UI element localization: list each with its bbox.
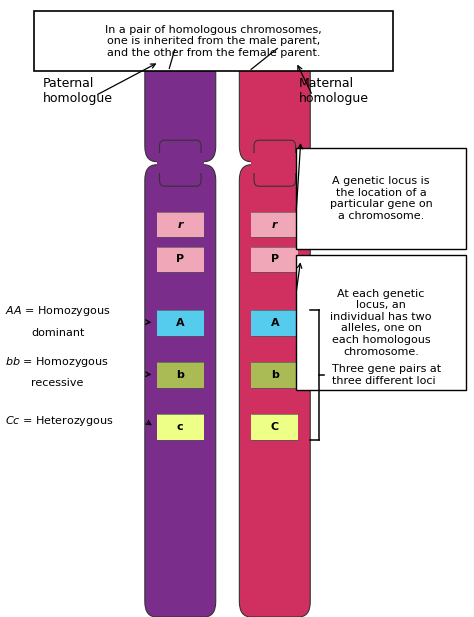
Text: C: C	[271, 422, 279, 432]
Bar	[156, 153, 204, 173]
Text: In a pair of homologous chromosomes,
one is inherited from the male parent,
and : In a pair of homologous chromosomes, one…	[105, 25, 322, 58]
Bar	[251, 310, 299, 336]
FancyBboxPatch shape	[34, 11, 393, 71]
Bar	[251, 362, 299, 387]
Text: P: P	[176, 254, 184, 265]
Text: P: P	[271, 254, 279, 265]
FancyBboxPatch shape	[254, 140, 296, 186]
Text: r: r	[178, 220, 183, 230]
Bar	[251, 153, 299, 173]
Bar	[156, 247, 204, 272]
Text: At each genetic
locus, an
individual has two
alleles, one on
each homologous
chr: At each genetic locus, an individual has…	[330, 289, 432, 357]
Text: Maternal
homologue: Maternal homologue	[299, 77, 368, 106]
FancyBboxPatch shape	[296, 148, 466, 249]
Text: $\mathit{bb}$ = Homozygous: $\mathit{bb}$ = Homozygous	[5, 355, 109, 368]
Text: Paternal
homologue: Paternal homologue	[43, 77, 113, 106]
Text: A: A	[176, 318, 184, 328]
Text: A genetic locus is
the location of a
particular gene on
a chromosome.: A genetic locus is the location of a par…	[330, 176, 432, 221]
FancyBboxPatch shape	[239, 28, 310, 162]
Text: $\mathit{Cc}$ = Heterozygous: $\mathit{Cc}$ = Heterozygous	[5, 414, 114, 428]
Bar	[156, 310, 204, 336]
Text: recessive: recessive	[31, 378, 84, 389]
Bar	[251, 212, 299, 238]
Bar	[251, 247, 299, 272]
Text: r: r	[272, 220, 278, 230]
Text: A: A	[271, 318, 279, 328]
Bar	[156, 362, 204, 387]
Text: b: b	[271, 370, 279, 380]
Bar	[156, 212, 204, 238]
Text: b: b	[176, 370, 184, 380]
Text: $\mathit{AA}$ = Homozygous: $\mathit{AA}$ = Homozygous	[5, 304, 111, 318]
FancyBboxPatch shape	[159, 140, 201, 186]
Text: c: c	[177, 422, 183, 432]
FancyBboxPatch shape	[239, 165, 310, 617]
Bar	[156, 414, 204, 440]
Text: dominant: dominant	[31, 328, 85, 337]
FancyBboxPatch shape	[296, 255, 466, 390]
Text: Three gene pairs at
three different loci: Three gene pairs at three different loci	[331, 364, 441, 386]
Bar	[251, 414, 299, 440]
FancyBboxPatch shape	[145, 165, 216, 617]
FancyBboxPatch shape	[145, 28, 216, 162]
